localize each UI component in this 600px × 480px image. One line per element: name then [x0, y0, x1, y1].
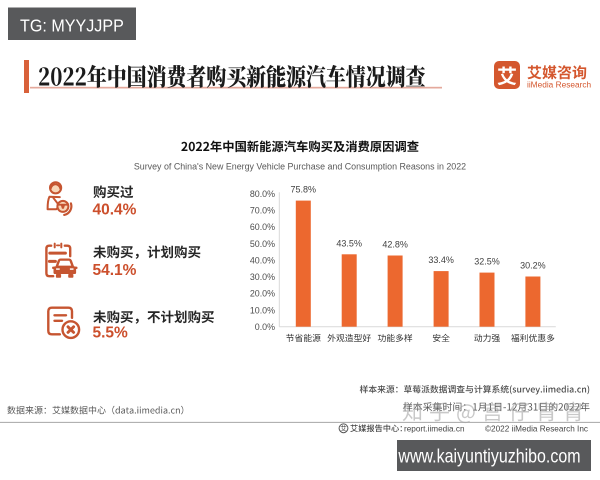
svg-text:60.0%: 60.0%: [250, 222, 275, 232]
svg-text:40.4%: 40.4%: [93, 202, 137, 219]
svg-text:32.5%: 32.5%: [474, 257, 500, 267]
svg-text:50.0%: 50.0%: [250, 239, 275, 249]
svg-text:20.0%: 20.0%: [250, 289, 275, 299]
svg-text:30.0%: 30.0%: [250, 272, 275, 282]
svg-text:10.0%: 10.0%: [250, 305, 275, 315]
svg-text:Survey of China's New Energy V: Survey of China's New Energy Vehicle Pur…: [134, 162, 466, 172]
svg-text:©2022 iiMedia Research Inc: ©2022 iiMedia Research Inc: [485, 424, 588, 433]
svg-text:TG: MYYJJPP: TG: MYYJJPP: [20, 16, 124, 36]
svg-text:iiMedia Research: iiMedia Research: [527, 80, 591, 90]
svg-text:40.0%: 40.0%: [250, 255, 275, 265]
svg-text:www.kaiyuntiyuzhibo.com: www.kaiyuntiyuzhibo.com: [398, 445, 581, 467]
svg-text:75.8%: 75.8%: [291, 185, 317, 195]
svg-text:30.2%: 30.2%: [520, 261, 546, 271]
svg-text:42.8%: 42.8%: [382, 240, 408, 250]
svg-text:report.iimedia.cn: report.iimedia.cn: [404, 424, 465, 433]
svg-text:33.4%: 33.4%: [428, 255, 454, 265]
svg-text:54.1%: 54.1%: [93, 262, 137, 279]
svg-text:80.0%: 80.0%: [250, 189, 275, 199]
svg-text:5.5%: 5.5%: [93, 324, 129, 341]
svg-text:70.0%: 70.0%: [250, 206, 275, 216]
svg-text:0.0%: 0.0%: [255, 322, 275, 332]
svg-text:43.5%: 43.5%: [336, 238, 362, 248]
